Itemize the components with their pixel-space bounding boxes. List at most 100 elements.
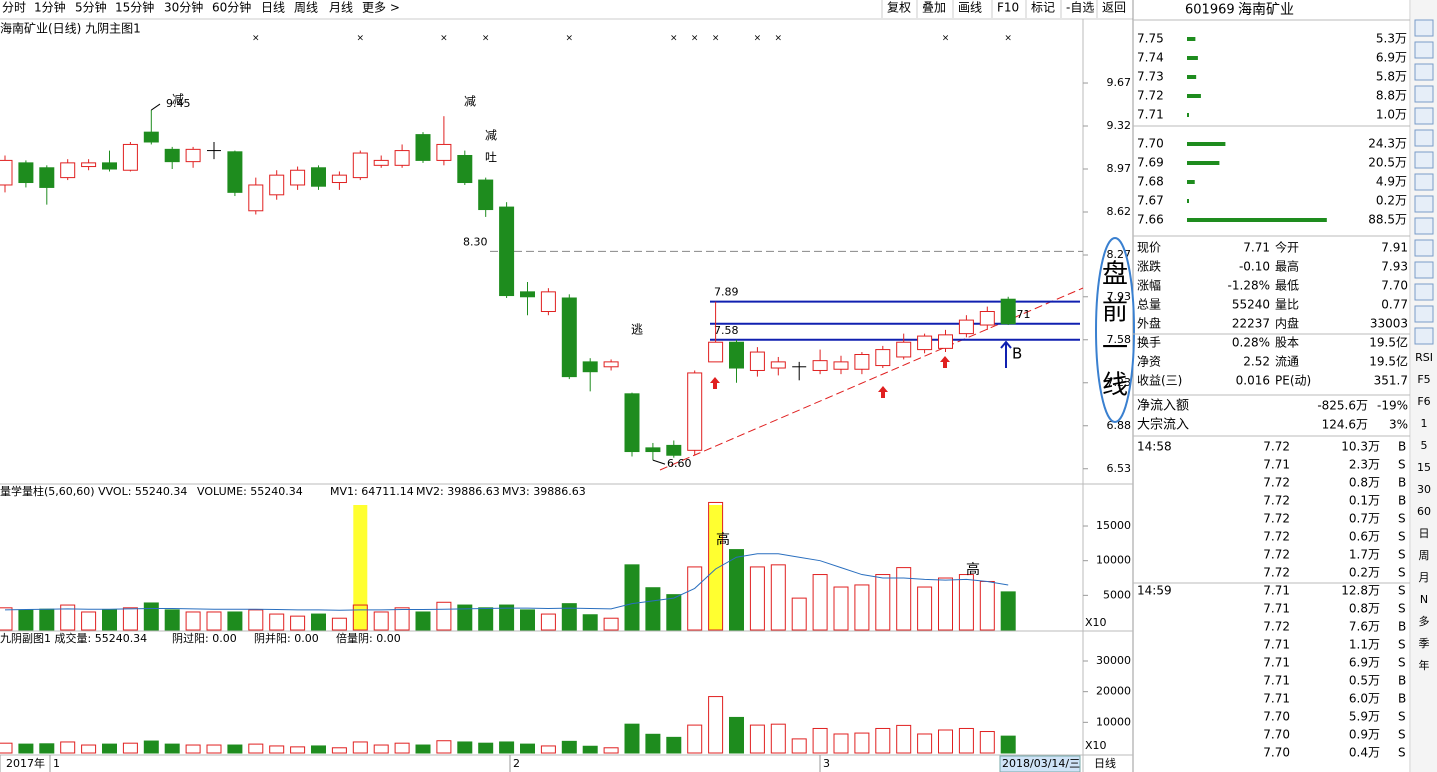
- volume-bar: [520, 743, 535, 754]
- sidebar-button[interactable]: 月: [1419, 571, 1430, 584]
- sub-legend: 阴过阳: 0.00: [172, 632, 237, 645]
- book-volume: 0.2万: [1376, 194, 1407, 208]
- volume-bar: [394, 742, 410, 754]
- volume-bar: [102, 609, 117, 631]
- reference-label: 8.30: [463, 235, 488, 248]
- flow-value: 124.6万: [1322, 418, 1368, 432]
- sidebar-icon[interactable]: [1414, 327, 1434, 345]
- mv1-line: [4, 553, 1009, 611]
- highlight-oval: [1095, 237, 1135, 423]
- volume-bar: [958, 574, 974, 631]
- sidebar-icon[interactable]: [1414, 63, 1434, 81]
- sidebar-button[interactable]: 日: [1419, 527, 1430, 540]
- sidebar-icon[interactable]: [1414, 19, 1434, 37]
- toolbar-button[interactable]: F10: [997, 1, 1019, 15]
- period-tab[interactable]: 15分钟: [115, 0, 154, 15]
- period-tab[interactable]: 日线: [261, 1, 285, 15]
- tick-volume: 1.1万: [1349, 638, 1380, 652]
- period-tab[interactable]: 60分钟: [212, 0, 251, 15]
- sidebar-button[interactable]: 60: [1417, 505, 1431, 518]
- sidebar-button[interactable]: 5: [1421, 439, 1428, 452]
- candle-body: [457, 154, 473, 184]
- toolbar-button[interactable]: -自选: [1066, 1, 1094, 15]
- stat-label: 总量: [1137, 298, 1161, 312]
- sidebar-icon[interactable]: [1414, 217, 1434, 235]
- period-tab[interactable]: 更多 >: [362, 1, 400, 15]
- tick-price: 7.72: [1263, 494, 1290, 508]
- period-tab[interactable]: 1分钟: [34, 0, 66, 15]
- volume-bar: [373, 744, 389, 754]
- tick-side: B: [1398, 494, 1406, 508]
- sidebar-icon[interactable]: [1414, 283, 1434, 301]
- sidebar-icon[interactable]: [1414, 239, 1434, 257]
- sidebar-button[interactable]: 1: [1421, 417, 1428, 430]
- date-box: [999, 755, 1081, 772]
- sidebar-button[interactable]: 多: [1419, 614, 1430, 628]
- candle-body: [729, 341, 744, 369]
- volume-bar: [102, 743, 117, 754]
- sidebar-button[interactable]: RSI: [1415, 351, 1433, 364]
- sidebar-button[interactable]: N: [1420, 593, 1428, 606]
- volume-legend: MV1: 64711.14: [330, 485, 414, 498]
- stat-label: 净资: [1137, 355, 1161, 369]
- signal-x: ×: [440, 34, 448, 44]
- flow-pct: -19%: [1377, 399, 1408, 413]
- tick-price: 7.72: [1263, 440, 1290, 454]
- volume-bar: [896, 567, 912, 631]
- stat-value: 2.52: [1243, 355, 1270, 369]
- sidebar-icon[interactable]: [1414, 85, 1434, 103]
- period-tab[interactable]: 5分钟: [75, 0, 107, 15]
- volume-bar: [206, 611, 222, 631]
- sidebar-button[interactable]: 周: [1419, 549, 1430, 562]
- sidebar-icon[interactable]: [1414, 129, 1434, 147]
- tick-volume: 7.6万: [1349, 620, 1380, 634]
- sidebar-button[interactable]: 15: [1417, 461, 1431, 474]
- sidebar-icon[interactable]: [1414, 195, 1434, 213]
- volume-bar: [394, 607, 410, 631]
- book-bar: [1187, 56, 1198, 60]
- trend-line: [659, 287, 1084, 471]
- y-tick-label: 15000: [1096, 519, 1131, 532]
- tick-price: 7.71: [1263, 692, 1290, 706]
- toolbar-button[interactable]: 画线: [958, 1, 982, 15]
- book-price: 7.74: [1137, 51, 1164, 65]
- sidebar-icon[interactable]: [1414, 41, 1434, 59]
- volume-bar: [729, 716, 744, 754]
- period-tab[interactable]: 月线: [329, 1, 353, 15]
- tick-side: S: [1398, 638, 1406, 652]
- toolbar-button[interactable]: 返回: [1102, 1, 1126, 15]
- signal-x: ×: [942, 34, 950, 44]
- stat-value: 0.77: [1381, 298, 1408, 312]
- period-label: 日线: [1094, 756, 1116, 770]
- tick-volume: 0.8万: [1349, 602, 1380, 616]
- sidebar-button[interactable]: F6: [1417, 395, 1430, 408]
- sidebar-icon[interactable]: [1414, 261, 1434, 279]
- candle-body: [185, 148, 201, 163]
- tick-side: S: [1398, 602, 1406, 616]
- y-tick-label: 6.53: [1107, 462, 1132, 475]
- tick-volume: 0.2万: [1349, 566, 1380, 580]
- sidebar-button[interactable]: 季: [1419, 637, 1430, 650]
- volume-bar: [331, 617, 347, 631]
- sidebar-icon[interactable]: [1414, 107, 1434, 125]
- volume-bar: [1000, 591, 1016, 631]
- sidebar-button[interactable]: 30: [1417, 483, 1431, 496]
- volume-bar: [415, 744, 431, 754]
- toolbar-button[interactable]: 复权: [887, 1, 911, 15]
- buy-arrow: [710, 377, 720, 389]
- volume-bar: [666, 736, 682, 754]
- candle-body: [917, 335, 933, 351]
- sidebar-button[interactable]: F5: [1417, 373, 1430, 386]
- sidebar-icon[interactable]: [1414, 305, 1434, 323]
- volume-bar: [164, 743, 180, 754]
- toolbar-button[interactable]: 标记: [1031, 1, 1055, 15]
- sidebar-button[interactable]: 年: [1419, 658, 1430, 672]
- period-tab[interactable]: 周线: [294, 1, 318, 15]
- sidebar-icon[interactable]: [1414, 151, 1434, 169]
- toolbar-button[interactable]: 叠加: [922, 1, 946, 15]
- candle-body: [1000, 298, 1016, 325]
- sidebar-icon[interactable]: [1414, 173, 1434, 191]
- signal-x: ×: [691, 34, 699, 44]
- period-tab[interactable]: 30分钟: [164, 0, 203, 15]
- period-tab[interactable]: 分时: [2, 1, 26, 15]
